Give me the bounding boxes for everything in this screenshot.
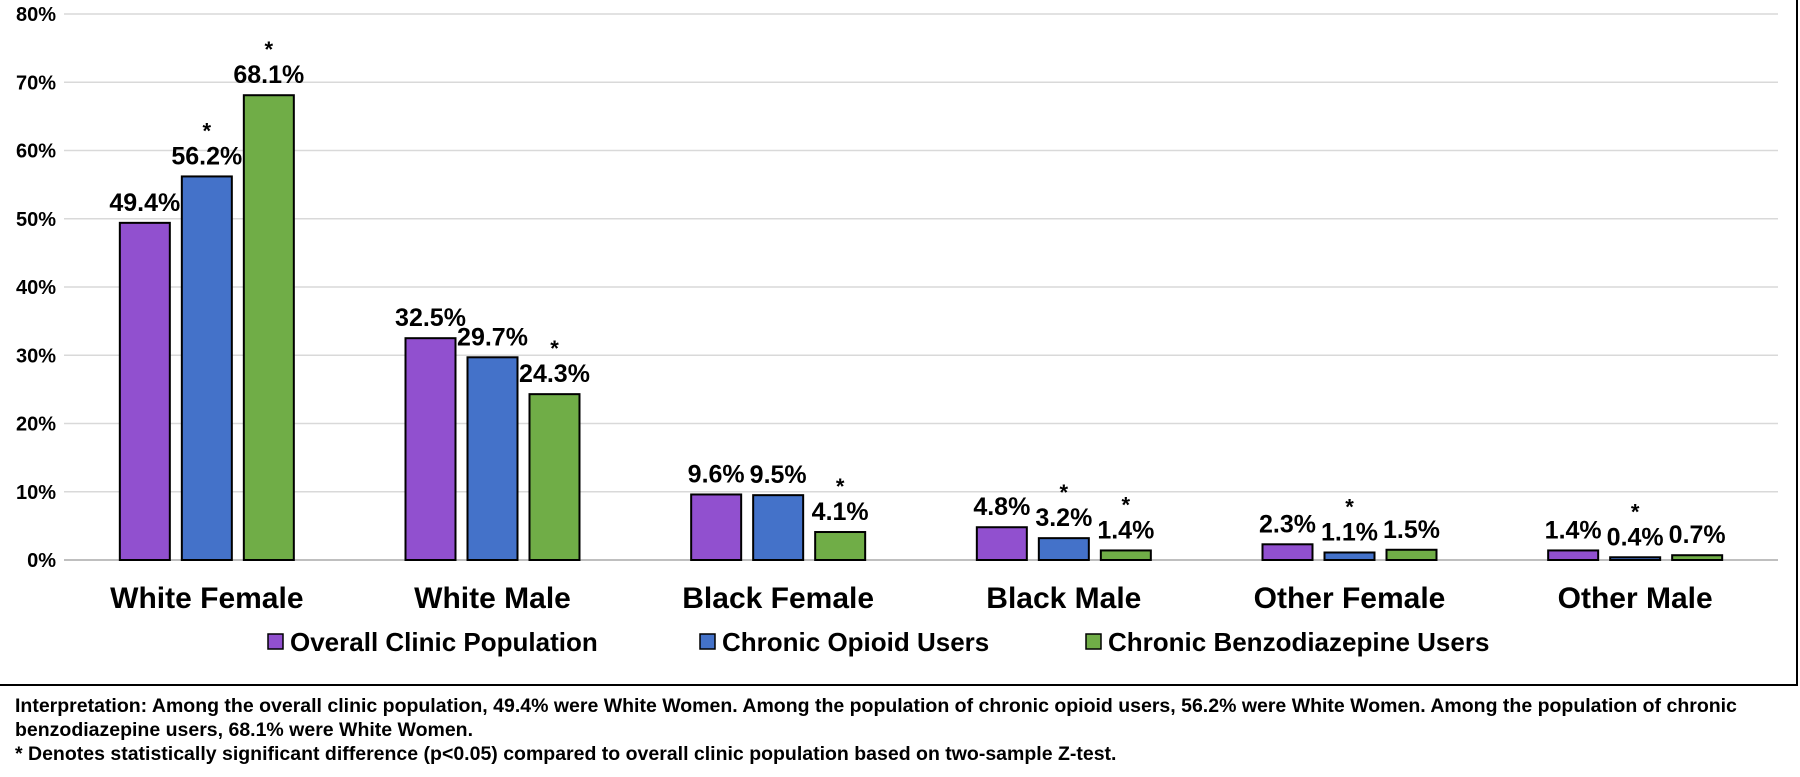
x-category-label: White Female	[110, 582, 303, 615]
data-label: 2.3%	[1259, 510, 1316, 538]
bar	[814, 531, 867, 562]
bar	[1099, 549, 1152, 562]
data-label: 1.5%	[1383, 516, 1440, 544]
interpretation-text: Interpretation: Among the overall clinic…	[15, 695, 1737, 741]
y-tick-label: 0%	[27, 550, 56, 572]
data-label: 4.1%	[812, 498, 869, 526]
legend-label: Chronic Opioid Users	[722, 627, 989, 657]
bar	[690, 493, 743, 562]
data-label: 56.2%	[171, 142, 242, 170]
legend-swatch	[1085, 633, 1102, 650]
significance-marker: *	[1631, 499, 1640, 524]
legend-label: Chronic Benzodiazepine Users	[1108, 627, 1489, 657]
bar	[242, 94, 295, 561]
significance-marker: *	[1060, 480, 1069, 505]
bar	[1547, 549, 1600, 562]
x-category-label: Other Female	[1254, 582, 1446, 615]
y-tick-label: 60%	[16, 141, 56, 163]
bar	[1323, 551, 1376, 561]
y-tick-label: 50%	[16, 209, 56, 231]
bar	[1671, 554, 1724, 561]
significance-marker: *	[265, 37, 274, 62]
bar	[466, 356, 519, 561]
y-tick-label: 80%	[16, 4, 56, 26]
data-label: 1.4%	[1545, 516, 1602, 544]
bar	[1609, 556, 1662, 562]
bar	[404, 337, 457, 561]
x-category-label: Black Male	[986, 582, 1141, 615]
bar	[118, 221, 171, 561]
data-label: 49.4%	[109, 189, 180, 217]
data-label: 4.8%	[973, 493, 1030, 521]
legend-swatch	[267, 633, 284, 650]
bar	[975, 526, 1028, 561]
data-label: 0.4%	[1607, 523, 1664, 551]
x-category-label: Black Female	[682, 582, 874, 615]
data-label: 24.3%	[519, 360, 590, 388]
data-label: 32.5%	[395, 304, 466, 332]
data-label: 3.2%	[1035, 504, 1092, 532]
y-tick-label: 70%	[16, 72, 56, 94]
data-label: 0.7%	[1669, 521, 1726, 549]
bar	[1261, 543, 1314, 561]
bar	[752, 494, 805, 562]
significance-marker: *	[1122, 492, 1131, 517]
data-label: 9.5%	[750, 461, 807, 489]
bar-chart: 0%10%20%30%40%50%60%70%80%49.4%56.2%*68.…	[16, 4, 1778, 657]
data-label: 29.7%	[457, 323, 528, 351]
x-category-label: White Male	[414, 582, 571, 615]
legend-label: Overall Clinic Population	[290, 627, 598, 657]
significance-marker: *	[550, 336, 559, 361]
data-label: 1.1%	[1321, 518, 1378, 546]
y-tick-label: 10%	[16, 482, 56, 504]
chart-frame: 0% 10% 20% 30% 40% 50% 60% 70% 80% 49.4% 56.2% * 68.…	[0, 0, 1798, 686]
x-category-label: Other Male	[1558, 582, 1713, 615]
bar	[1037, 537, 1090, 561]
legend-swatch	[699, 633, 716, 650]
y-tick-label: 30%	[16, 345, 56, 367]
data-label: 68.1%	[233, 61, 304, 89]
y-tick-label: 40%	[16, 277, 56, 299]
data-label: 9.6%	[688, 460, 745, 488]
significance-marker: *	[836, 474, 845, 499]
significance-marker: *	[203, 118, 212, 143]
significance-footnote: * Denotes statistically significant diff…	[15, 743, 1117, 765]
bar	[1385, 548, 1438, 562]
data-label: 1.4%	[1097, 516, 1154, 544]
y-tick-label: 20%	[16, 414, 56, 436]
significance-marker: *	[1345, 494, 1354, 519]
chart-notes: Interpretation: Among the overall clinic…	[15, 694, 1785, 766]
bar	[180, 175, 233, 561]
bar	[528, 393, 581, 561]
